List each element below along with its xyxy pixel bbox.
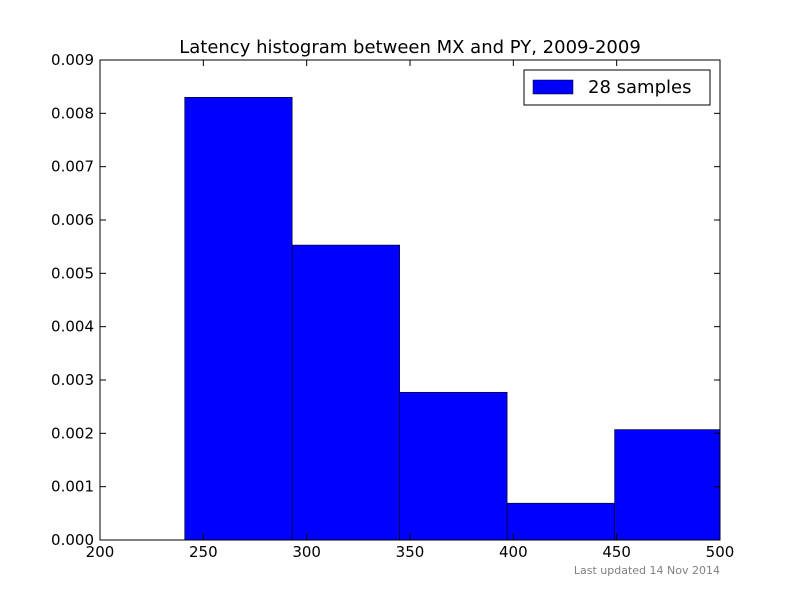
histogram-bar-1 — [184, 97, 293, 541]
x-tick-label: 400 — [499, 543, 528, 561]
legend: 28 samples — [523, 69, 711, 106]
y-tick-label: 0.003 — [51, 371, 94, 389]
y-tick-label: 0.007 — [51, 158, 94, 176]
histogram-bar-3 — [399, 391, 508, 541]
x-tick-label: 200 — [86, 543, 115, 561]
y-tick-label: 0.004 — [51, 318, 94, 336]
x-tick-label: 250 — [189, 543, 218, 561]
legend-swatch — [532, 79, 574, 95]
y-tick-label: 0.001 — [51, 478, 94, 496]
last-updated-note: Last updated 14 Nov 2014 — [574, 564, 720, 577]
x-tick-label: 500 — [706, 543, 735, 561]
histogram-bars — [184, 97, 721, 541]
y-tick-label: 0.008 — [51, 104, 94, 122]
y-tick-label: 0.006 — [51, 211, 94, 229]
y-tick-label: 0.000 — [51, 531, 94, 549]
histogram-bar-5 — [614, 429, 721, 541]
x-tick-label: 450 — [602, 543, 631, 561]
chart-title: Latency histogram between MX and PY, 200… — [179, 37, 641, 58]
plot-frame — [99, 59, 721, 541]
legend-label: 28 samples — [588, 77, 691, 98]
y-tick-label: 0.002 — [51, 424, 94, 442]
x-tick-label: 350 — [396, 543, 425, 561]
y-axis: 0.000 0.001 0.002 0.003 0.004 0.005 0.006 0.007… — [51, 51, 720, 549]
y-tick-label: 0.009 — [51, 51, 94, 69]
histogram-bar-4 — [506, 502, 615, 541]
x-tick-label: 300 — [292, 543, 321, 561]
y-tick-label: 0.005 — [51, 264, 94, 282]
x-axis: 200 250 300 350 400 450 500 — [86, 60, 735, 561]
histogram-bar-2 — [291, 244, 400, 541]
